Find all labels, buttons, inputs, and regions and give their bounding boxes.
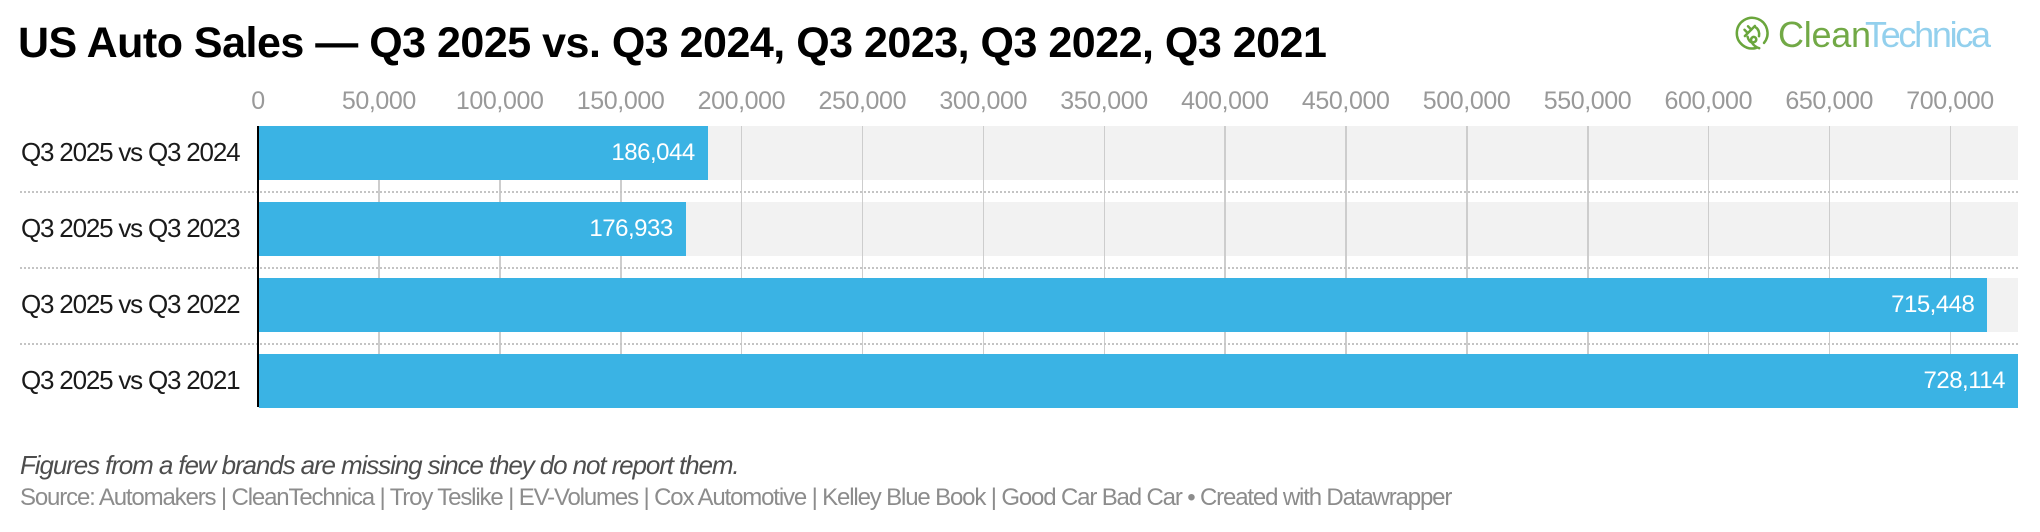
svg-text:Clean: Clean [1778, 14, 1871, 55]
svg-text:Technica: Technica [1865, 14, 1992, 55]
